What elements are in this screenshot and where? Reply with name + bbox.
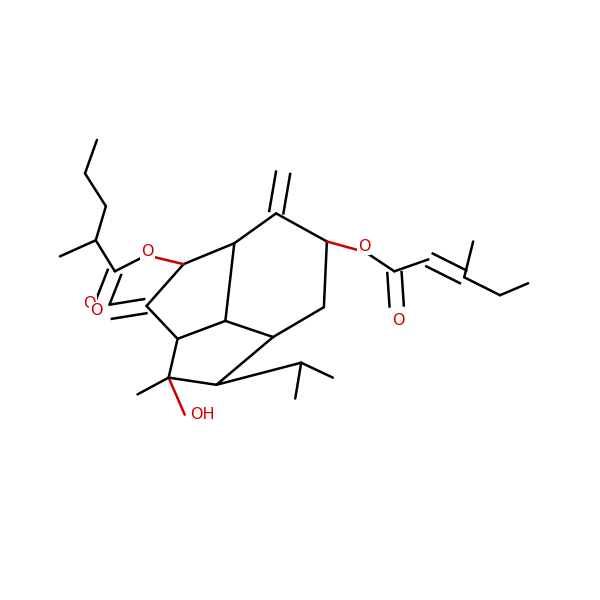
Text: O: O bbox=[142, 244, 154, 259]
Text: O: O bbox=[90, 303, 103, 318]
Text: O: O bbox=[358, 239, 370, 254]
Text: O: O bbox=[83, 296, 96, 311]
Text: OH: OH bbox=[190, 407, 215, 422]
Text: O: O bbox=[392, 313, 405, 328]
